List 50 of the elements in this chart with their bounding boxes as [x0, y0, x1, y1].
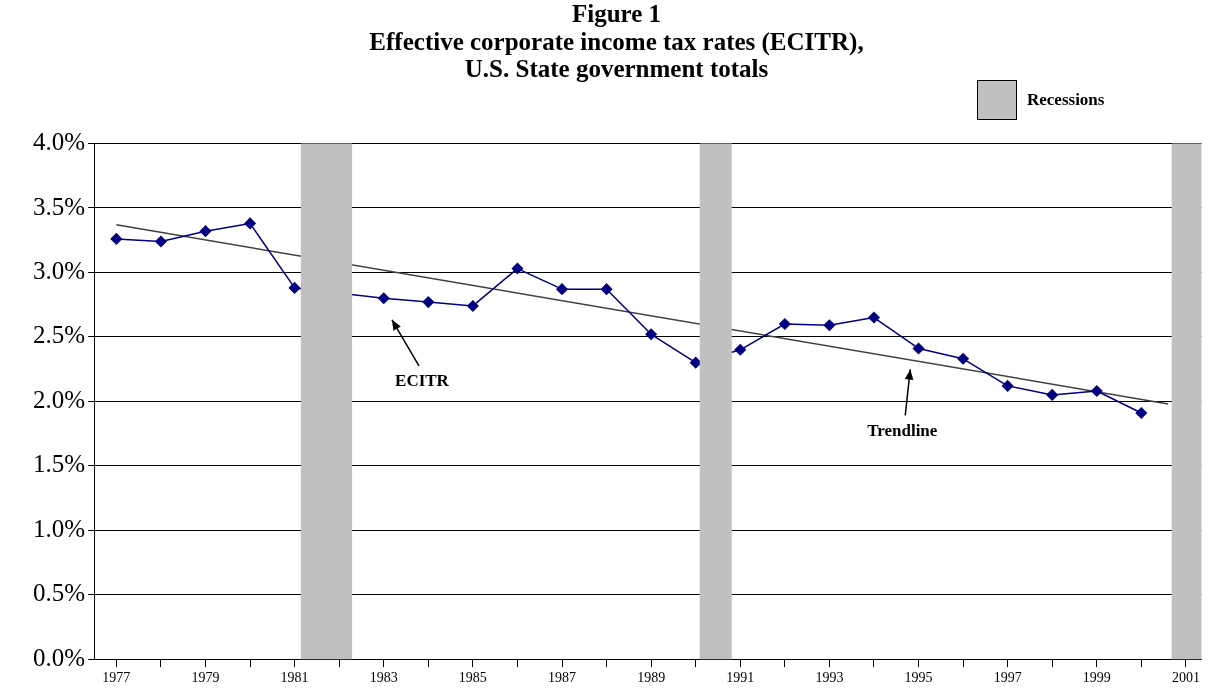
x-tick-label: 1983 [369, 670, 398, 686]
point [868, 311, 880, 324]
point [110, 233, 123, 245]
point [1091, 385, 1103, 397]
y-tick-label: 1.0% [33, 514, 86, 542]
x-tick-label: 1997 [993, 670, 1022, 686]
x-tick-label: 1977 [102, 670, 131, 686]
x-tick-label: 1989 [637, 670, 666, 686]
y-tick-label: 0.0% [33, 643, 86, 671]
x-tick-label: 1991 [726, 670, 755, 686]
y-tick-label: 0.5% [33, 579, 86, 607]
y-tick-label: 2.0% [33, 385, 86, 413]
point [511, 262, 524, 275]
y-tick-label: 4.0% [33, 128, 86, 156]
point [377, 292, 390, 304]
text: Figure 1 [571, 0, 662, 28]
annotation: Trendline [867, 420, 938, 440]
point [734, 344, 747, 356]
text: U.S. State government totals [464, 55, 769, 83]
point [957, 353, 969, 365]
point [244, 217, 256, 230]
y-tick-label: 1.5% [33, 450, 86, 478]
point [288, 282, 301, 294]
point [199, 225, 212, 237]
legend-label: Recessions [1027, 90, 1105, 110]
x-tick-label: 1981 [280, 670, 309, 686]
x-tick-label: 1987 [548, 670, 576, 686]
text: Effective corporate income tax rates (ECITR), [369, 27, 864, 55]
y-tick-label: 2.5% [33, 321, 86, 349]
y-tick-label: 3.0% [33, 256, 86, 284]
annotation: ECITR [395, 371, 450, 391]
point [779, 318, 791, 330]
point [912, 342, 925, 355]
y-tick-label: 3.5% [33, 192, 86, 220]
point [1046, 389, 1058, 401]
point [467, 300, 479, 312]
point [556, 283, 568, 295]
point [600, 283, 613, 295]
point [645, 328, 657, 341]
x-tick-label: 1979 [191, 670, 220, 686]
point [823, 319, 836, 332]
x-tick-label: 1999 [1082, 670, 1111, 686]
point [155, 235, 167, 248]
point [1135, 407, 1148, 419]
x-tick-label: 1985 [458, 670, 487, 686]
point [422, 296, 435, 308]
x-tick-label: 1995 [904, 670, 933, 686]
x-tick-label: 2001 [1171, 670, 1200, 686]
x-tick-label: 1993 [815, 670, 844, 686]
point [1001, 380, 1014, 392]
